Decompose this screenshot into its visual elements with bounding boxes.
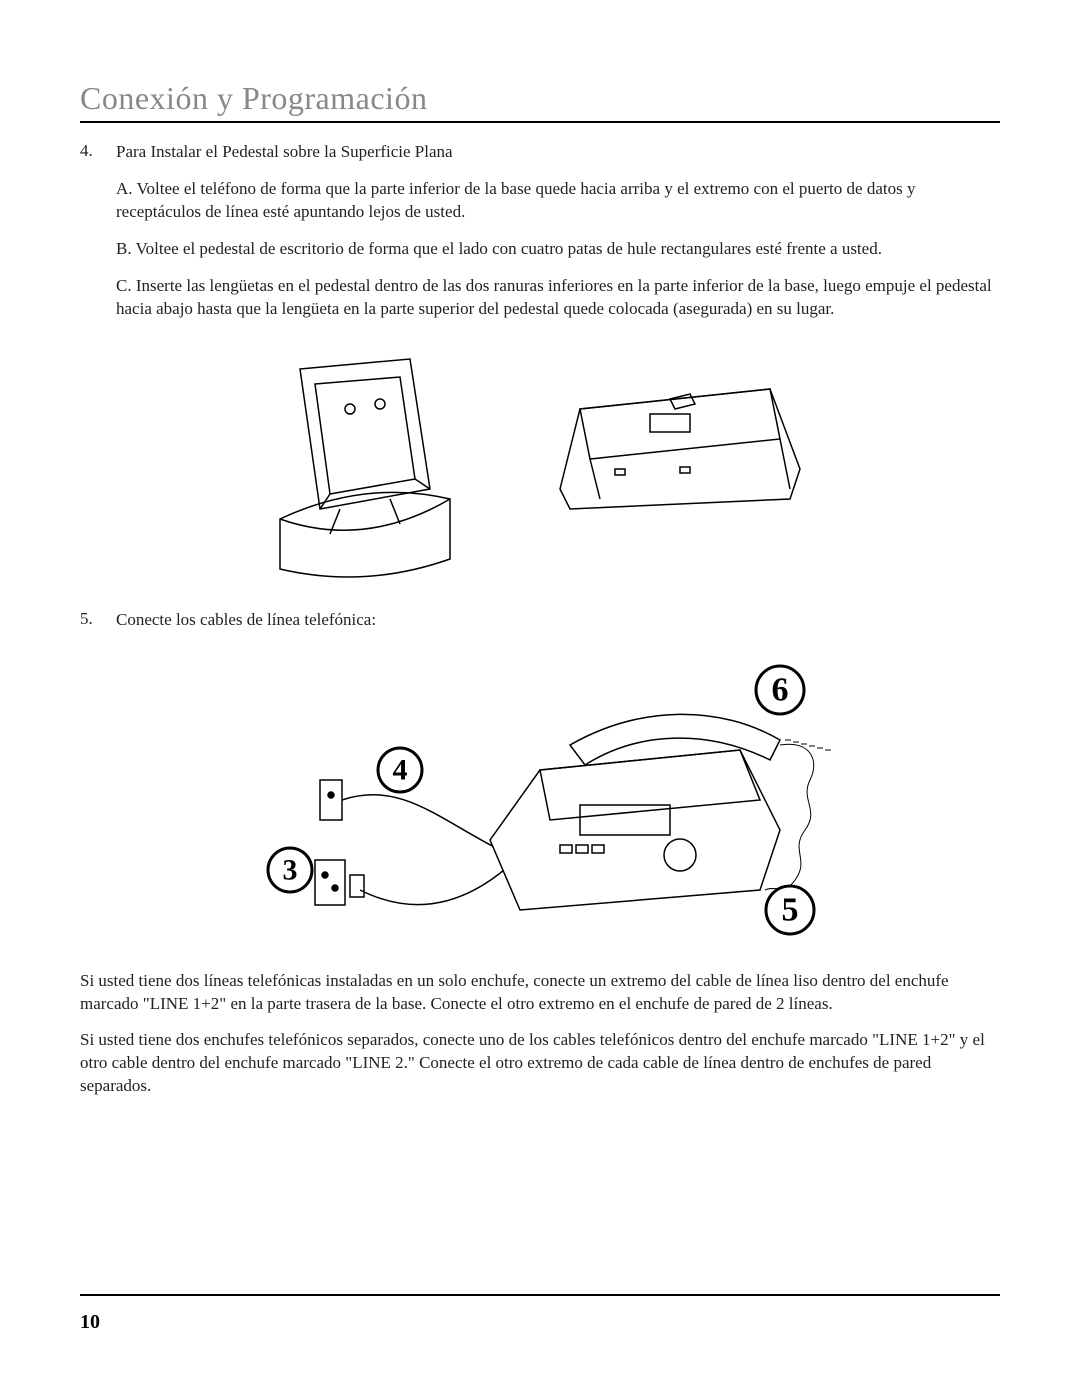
footer-rule [80, 1294, 1000, 1296]
para-c: C. Inserte las lengüetas en el pedestal … [116, 275, 1000, 321]
list-number: 5. [80, 609, 116, 646]
list-body: Para Instalar el Pedestal sobre la Super… [116, 141, 1000, 335]
page-title: Conexión y Programación [80, 80, 1000, 117]
diagram-row-1 [80, 349, 1000, 589]
list-body: Conecte los cables de línea telefónica: [116, 609, 1000, 646]
phone-on-pedestal-diagram [530, 349, 820, 519]
list-number: 4. [80, 141, 116, 335]
page-number: 10 [80, 1311, 100, 1334]
title-rule [80, 121, 1000, 123]
callout-6: 6 [756, 666, 804, 714]
list-item-5: 5. Conecte los cables de línea telefónic… [80, 609, 1000, 646]
diagram-connection: 3 4 5 6 [80, 660, 1000, 950]
callout-3: 3 [268, 848, 312, 892]
svg-text:6: 6 [772, 671, 789, 708]
list-lead: Conecte los cables de línea telefónica: [116, 609, 1000, 632]
svg-text:4: 4 [393, 753, 408, 786]
svg-text:5: 5 [782, 891, 799, 928]
connection-diagram-svg: 3 4 5 6 [220, 660, 860, 950]
list-lead: Para Instalar el Pedestal sobre la Super… [116, 141, 1000, 164]
bottom-para-1: Si usted tiene dos líneas telefónicas in… [80, 970, 1000, 1016]
para-b: B. Voltee el pedestal de escritorio de f… [116, 238, 1000, 261]
para-a: A. Voltee el teléfono de forma que la pa… [116, 178, 1000, 224]
bottom-para-2: Si usted tiene dos enchufes telefónicos … [80, 1029, 1000, 1098]
list-item-4: 4. Para Instalar el Pedestal sobre la Su… [80, 141, 1000, 335]
pedestal-insert-diagram [260, 349, 470, 589]
callout-5: 5 [766, 886, 814, 934]
callout-4: 4 [378, 748, 422, 792]
svg-text:3: 3 [283, 853, 298, 886]
